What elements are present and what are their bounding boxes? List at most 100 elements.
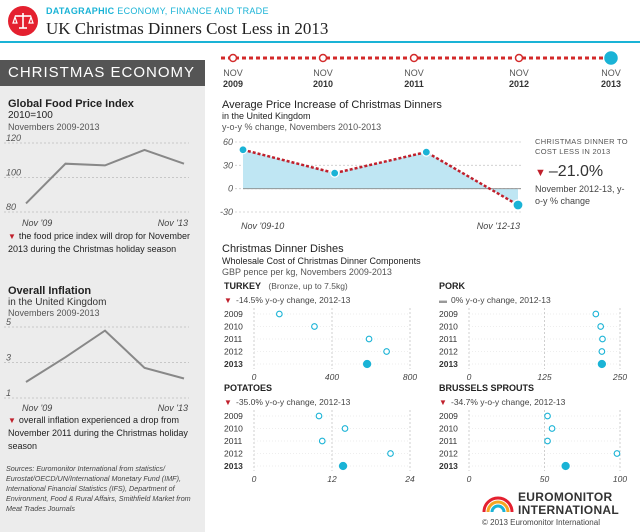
timeline-month: NOV bbox=[223, 68, 243, 78]
inflation-note-text: overall inflation experienced a drop fro… bbox=[8, 415, 188, 451]
x-tick-label: Nov '09-10 bbox=[241, 221, 284, 231]
timeline-marker bbox=[228, 53, 238, 63]
x-tick-label: 0 bbox=[467, 372, 472, 380]
year-label: 2012 bbox=[224, 347, 243, 357]
year-label: 2010 bbox=[224, 424, 243, 434]
avg-chart-subtitle: in the United Kingdom bbox=[222, 111, 311, 121]
data-point bbox=[362, 359, 372, 369]
timeline-month: NOV bbox=[313, 68, 333, 78]
data-point bbox=[598, 348, 606, 355]
data-point bbox=[238, 145, 248, 155]
x-tick-label: Nov '13 bbox=[158, 403, 188, 413]
timeline-year: 2011 bbox=[404, 79, 424, 89]
inflation-subtitle: in the United Kingdom bbox=[8, 297, 107, 308]
timeline-year: 2009 bbox=[223, 79, 243, 89]
x-tick-label: 100 bbox=[613, 474, 627, 482]
data-point bbox=[383, 348, 390, 355]
logo-line-2: INTERNATIONAL bbox=[518, 503, 620, 517]
data-point bbox=[512, 199, 524, 211]
data-point bbox=[599, 335, 606, 343]
timeline-year: 2010 bbox=[313, 79, 333, 89]
year-label: 2011 bbox=[224, 334, 243, 344]
logo-wordmark: EUROMONITOR INTERNATIONAL bbox=[518, 491, 619, 517]
food-index-subtitle: 2010=100 bbox=[8, 110, 53, 121]
series-line bbox=[25, 329, 185, 383]
data-point bbox=[592, 310, 600, 318]
year-label: 2009 bbox=[439, 411, 458, 421]
series-line bbox=[25, 148, 185, 205]
food-index-note: ▼ the food price index will drop for Nove… bbox=[8, 230, 198, 256]
y-tick-label: 3 bbox=[6, 353, 11, 363]
dish-change: -35.0% y-o-y change, 2012-13 bbox=[236, 397, 351, 407]
dish-name: TURKEY bbox=[224, 281, 261, 291]
y-tick-label: 120 bbox=[6, 133, 21, 143]
down-arrow-icon: ▼ bbox=[224, 296, 232, 305]
food-index-chart: 120 100 80 Nov '09 Nov '13 bbox=[4, 133, 189, 228]
dish-change: 0% y-o-y change, 2012-13 bbox=[451, 295, 551, 305]
kicker-brand: DATAGRAPHIC bbox=[46, 6, 115, 16]
callout-value: –21.0% bbox=[548, 163, 604, 180]
timeline-month: NOV bbox=[601, 68, 621, 78]
data-point bbox=[613, 450, 621, 457]
header-divider bbox=[0, 41, 640, 43]
x-tick-label: 50 bbox=[540, 474, 550, 482]
x-tick-label: 125 bbox=[537, 372, 551, 380]
data-point bbox=[597, 323, 605, 330]
y-tick-label: 30 bbox=[223, 160, 233, 170]
year-label: 2013 bbox=[439, 461, 458, 471]
copyright: © 2013 Euromonitor International bbox=[482, 518, 600, 527]
scales-icon-glyph bbox=[12, 13, 34, 29]
down-arrow-icon: ▼ bbox=[8, 416, 16, 425]
year-label: 2010 bbox=[224, 322, 243, 332]
dish-change: -34.7% y-o-y change, 2012-13 bbox=[451, 397, 566, 407]
year-label: 2009 bbox=[224, 411, 243, 421]
y-tick-label: -30 bbox=[220, 207, 233, 217]
inflation-note: ▼ overall inflation experienced a drop fr… bbox=[8, 414, 198, 453]
data-point bbox=[597, 359, 607, 369]
data-point bbox=[311, 323, 318, 330]
data-point bbox=[544, 412, 551, 420]
x-tick-label: 800 bbox=[403, 372, 417, 380]
y-tick-label: 0 bbox=[228, 184, 233, 194]
timeline-marker bbox=[318, 53, 328, 63]
kicker-topic: ECONOMY, FINANCE AND TRADE bbox=[117, 6, 269, 16]
year-label: 2009 bbox=[224, 309, 243, 319]
avg-price-chart: 60 30 0 -30 Nov '09-10 Nov '12-13 bbox=[220, 137, 524, 231]
food-index-title: Global Food Price Index bbox=[8, 98, 134, 110]
down-arrow-icon: ▼ bbox=[224, 398, 232, 407]
x-tick-label: 250 bbox=[612, 372, 627, 380]
year-label: 2013 bbox=[224, 359, 243, 369]
data-point bbox=[341, 425, 349, 432]
food-index-note-text: the food price index will drop for Novem… bbox=[8, 231, 191, 254]
data-point bbox=[421, 147, 431, 157]
down-arrow-icon: ▼ bbox=[8, 232, 16, 241]
year-label: 2010 bbox=[439, 424, 458, 434]
section-banner: CHRISTMAS ECONOMY bbox=[0, 60, 205, 86]
year-label: 2012 bbox=[439, 449, 458, 459]
dish-change: -14.5% y-o-y change, 2012-13 bbox=[236, 295, 351, 305]
x-tick-label: 24 bbox=[404, 474, 415, 482]
y-tick-label: 5 bbox=[6, 317, 12, 327]
data-point bbox=[365, 335, 373, 343]
data-point bbox=[315, 412, 323, 420]
year-label: 2010 bbox=[439, 322, 458, 332]
timeline-marker bbox=[409, 53, 419, 63]
x-tick-label: Nov '12-13 bbox=[477, 221, 520, 231]
x-tick-label: 0 bbox=[252, 474, 257, 482]
timeline-marker bbox=[604, 51, 618, 65]
x-tick-label: 0 bbox=[252, 372, 257, 380]
series-line bbox=[242, 148, 519, 207]
data-point bbox=[544, 437, 551, 445]
sources: Sources: Euromonitor International from … bbox=[6, 464, 191, 513]
callout: CHRISTMAS DINNER TO COST LESS IN 2013 ▼ –… bbox=[535, 137, 638, 207]
x-tick-label: 0 bbox=[467, 474, 472, 482]
flat-dash-icon: ▬ bbox=[439, 296, 447, 305]
euromonitor-logo-icon bbox=[482, 496, 514, 512]
avg-chart-title: Average Price Increase of Christmas Dinn… bbox=[222, 99, 442, 111]
year-label: 2013 bbox=[439, 359, 458, 369]
year-label: 2011 bbox=[439, 436, 458, 446]
inflation-chart: 5 3 1 Nov '09 Nov '13 bbox=[4, 317, 189, 413]
year-label: 2009 bbox=[439, 309, 458, 319]
dishes-period: GBP pence per kg, Novembers 2009-2013 bbox=[222, 267, 392, 277]
y-tick-label: 100 bbox=[6, 168, 21, 178]
